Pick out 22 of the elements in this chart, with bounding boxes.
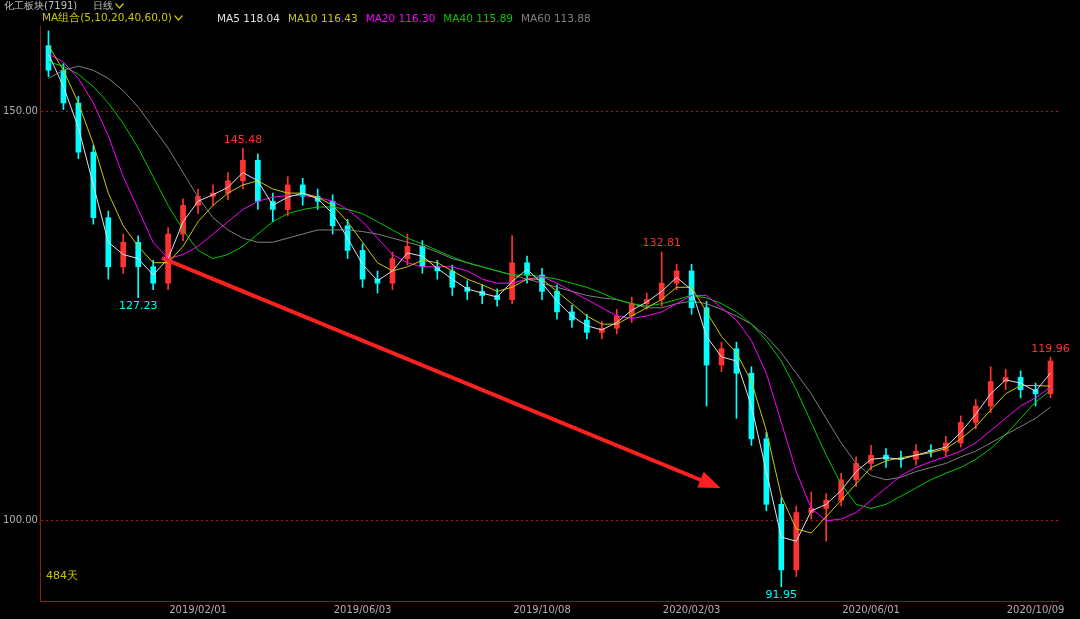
- annotation: 119.96: [1031, 341, 1070, 355]
- legend-title: MA组合(5,10,20,40,60,0): [42, 11, 173, 25]
- annotation: 484天: [46, 568, 78, 583]
- x-tick-label: 2020/10/09: [1006, 603, 1065, 615]
- x-tick-label: 2019/06/03: [333, 603, 392, 615]
- text: MA5 118.04: [216, 12, 280, 24]
- x-tick-label: 2020/06/01: [842, 603, 900, 615]
- annotation: 145.48: [223, 132, 263, 146]
- annotation: 132.81: [642, 236, 681, 250]
- chart-title: 化工板块(7191): [4, 0, 78, 11]
- text: MA60 113.88: [521, 12, 591, 24]
- text: MA40 115.89: [443, 12, 513, 24]
- x-tick-label: 2019/02/01: [169, 603, 227, 615]
- text: MA10 116.43: [287, 12, 358, 24]
- y-tick-label: 150.00: [2, 104, 38, 116]
- chart-subtitle: 日线: [93, 0, 114, 11]
- text: MA20 116.30: [365, 12, 436, 24]
- annotation: 91.95: [765, 588, 798, 602]
- annotation: 127.23: [118, 299, 158, 313]
- x-tick-label: 2020/02/03: [662, 603, 721, 615]
- x-tick-label: 2019/10/08: [513, 603, 571, 615]
- y-tick-label: 100.00: [2, 514, 38, 526]
